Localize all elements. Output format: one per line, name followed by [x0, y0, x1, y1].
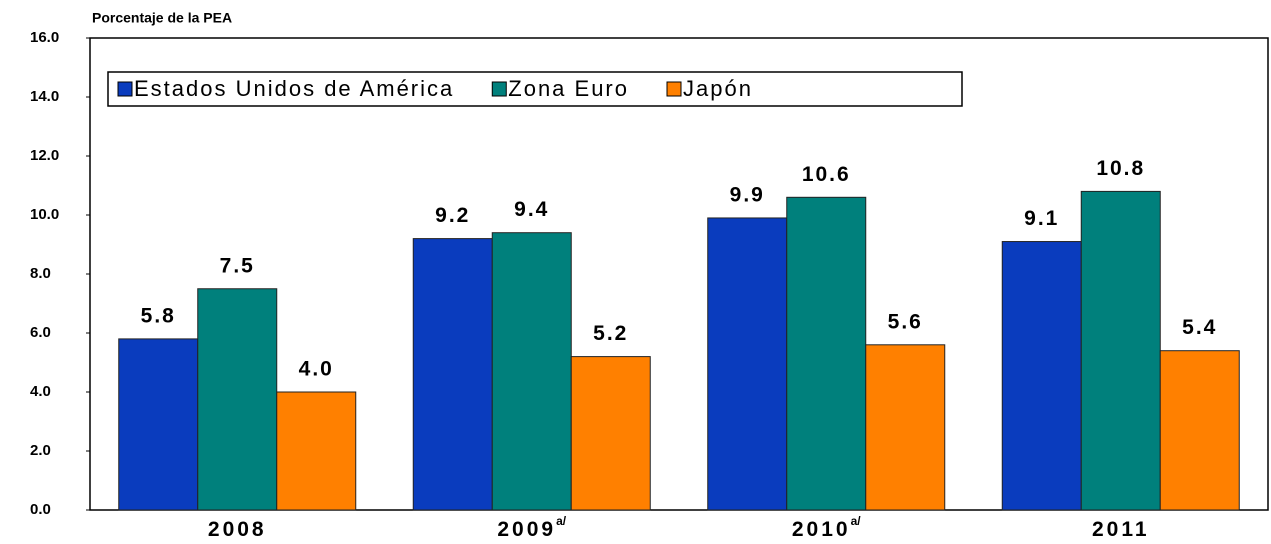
- category: 2011: [1092, 518, 1150, 541]
- value-label: 5.4: [1182, 316, 1217, 339]
- legend-swatch: [491, 81, 507, 97]
- y-tick-label: 10.0: [30, 206, 59, 223]
- value-label: 10.6: [802, 163, 851, 186]
- legend-box: [107, 71, 963, 107]
- value-label: 5.2: [593, 322, 628, 345]
- legend-label: Zona Euro: [508, 76, 629, 101]
- value-label: 5.8: [141, 304, 176, 327]
- value-label: 7.5: [220, 254, 255, 277]
- y-tick-label: 16.0: [30, 29, 59, 46]
- category: 2010: [792, 518, 851, 541]
- value-label: 9.9: [730, 183, 765, 206]
- legend-label: Estados Unidos de América: [134, 76, 454, 101]
- bar: [865, 344, 946, 511]
- y-tick-label: 8.0: [30, 265, 51, 282]
- x-tick-label: 2009a/: [497, 514, 566, 540]
- category: 2009: [497, 518, 556, 541]
- value-label: 9.1: [1024, 207, 1059, 230]
- bar: [786, 196, 867, 511]
- bar: [197, 288, 278, 511]
- y-tick-label: 14.0: [30, 88, 59, 105]
- category-note: a/: [556, 514, 567, 528]
- y-tick-label: 4.0: [30, 383, 51, 400]
- value-label: 9.4: [514, 198, 549, 221]
- legend-swatch: [117, 81, 133, 97]
- x-tick-label: 2008: [208, 518, 267, 541]
- y-tick-label: 12.0: [30, 147, 59, 164]
- category: 2008: [208, 518, 267, 541]
- bar: [1159, 350, 1240, 511]
- bar: [707, 217, 788, 511]
- value-label: 9.2: [435, 204, 470, 227]
- legend-swatch: [666, 81, 682, 97]
- legend-label: Japón: [683, 76, 753, 101]
- y-tick-label: 6.0: [30, 324, 51, 341]
- bar: [118, 338, 199, 511]
- bar: [1001, 241, 1082, 511]
- bar: [412, 238, 493, 511]
- value-label: 5.6: [888, 310, 923, 333]
- bar: [570, 356, 651, 511]
- bar: [276, 391, 357, 511]
- bar: [491, 232, 572, 511]
- y-tick-label: 0.0: [30, 501, 51, 518]
- y-axis-label: Porcentaje de la PEA: [92, 10, 232, 26]
- x-tick-label: 2010a/: [792, 514, 861, 540]
- y-tick-label: 2.0: [30, 442, 51, 459]
- bar: [1080, 190, 1161, 511]
- category-note: a/: [851, 514, 862, 528]
- value-label: 10.8: [1096, 157, 1145, 180]
- value-label: 4.0: [299, 358, 334, 381]
- x-tick-label: 2011: [1092, 518, 1150, 541]
